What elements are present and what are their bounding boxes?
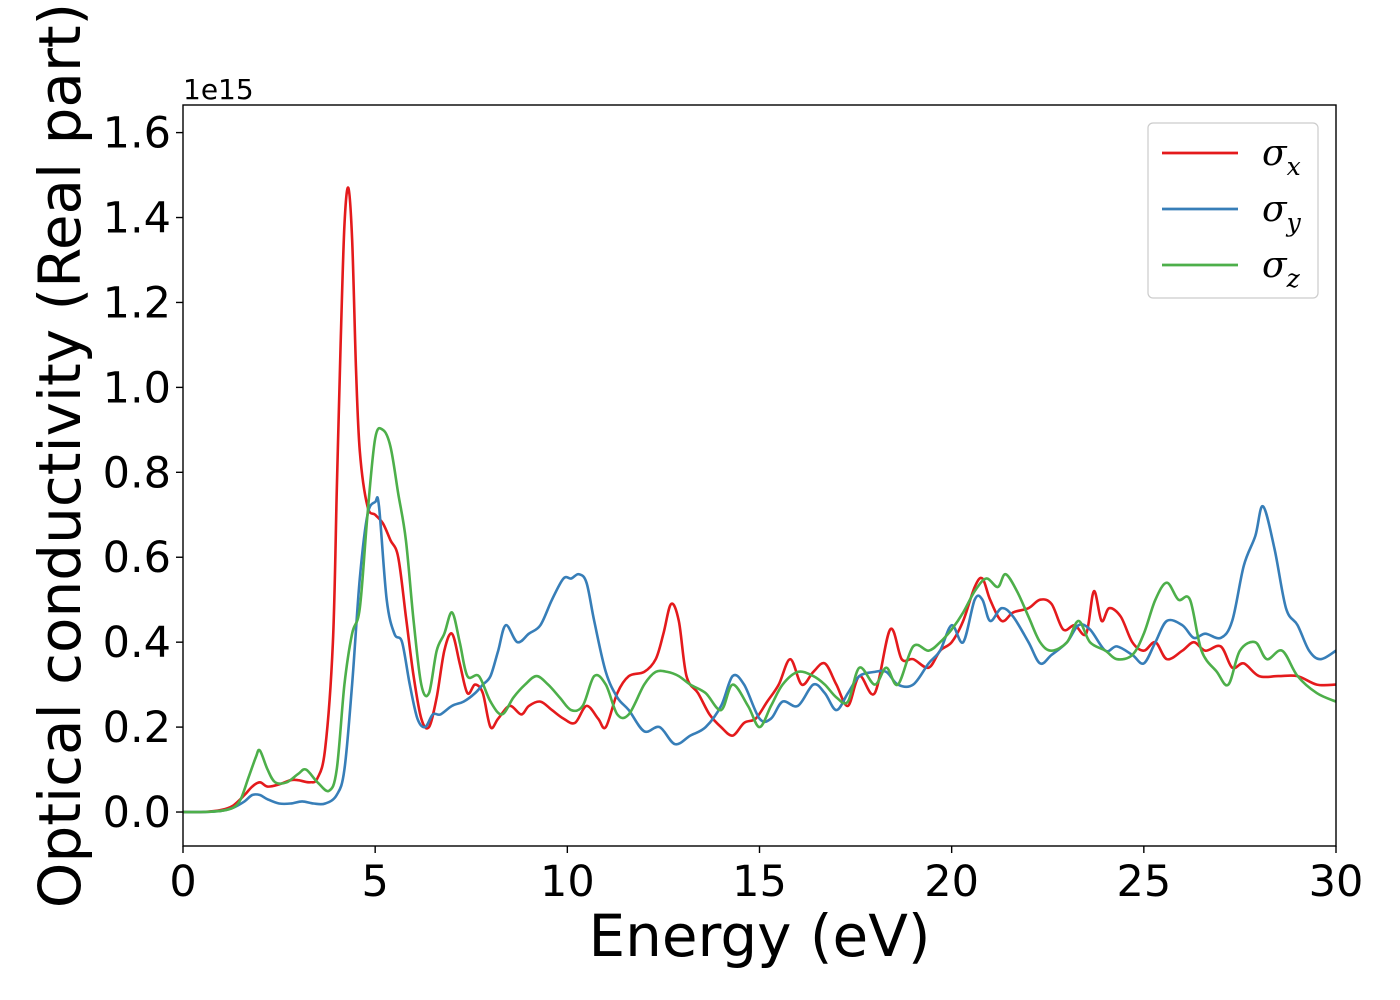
y-tick-label: 0.4 [103,618,171,668]
y-axis-ticks: 0.0 0.2 0.4 0.6 0.8 1.0 1.2 1.4 1.6 [103,109,183,838]
legend-symbol: σ [1262,245,1288,286]
legend-subscript: z [1286,264,1301,293]
legend-symbol: σ [1262,133,1288,174]
legend-label-sigma-y: σy [1262,189,1302,237]
y-axis-offset-label: 1e15 [183,73,254,106]
y-axis-label: Optical conductivity (Real part) [26,3,94,908]
x-tick-label: 15 [732,857,787,907]
y-tick-label: 0.8 [103,448,171,498]
y-tick-label: 1.0 [103,363,171,413]
y-tick-label: 1.6 [103,109,171,159]
y-tick-label: 0.2 [103,703,171,753]
x-tick-label: 10 [540,857,595,907]
legend-label-sigma-x: σx [1262,133,1301,181]
x-axis-ticks: 0 5 10 15 20 25 30 [169,846,1363,907]
series-line-sigma-x [183,186,1336,814]
legend-label-sigma-z: σz [1262,245,1301,293]
legend-symbol: σ [1262,189,1288,230]
x-tick-label: 25 [1116,857,1171,907]
series-layer [183,186,1336,814]
x-tick-label: 30 [1309,857,1364,907]
x-tick-label: 20 [924,857,979,907]
legend-subscript: x [1287,152,1301,181]
y-tick-label: 0.6 [103,533,171,583]
series-line-sigma-z [183,426,1336,814]
y-tick-label: 0.0 [103,788,171,838]
x-axis-label: Energy (eV) [588,902,930,970]
x-tick-label: 5 [361,857,388,907]
legend-box [1147,122,1319,299]
x-tick-label: 0 [169,857,196,907]
y-tick-label: 1.2 [103,278,171,328]
legend-subscript: y [1286,208,1302,237]
y-tick-label: 1.4 [103,194,171,244]
